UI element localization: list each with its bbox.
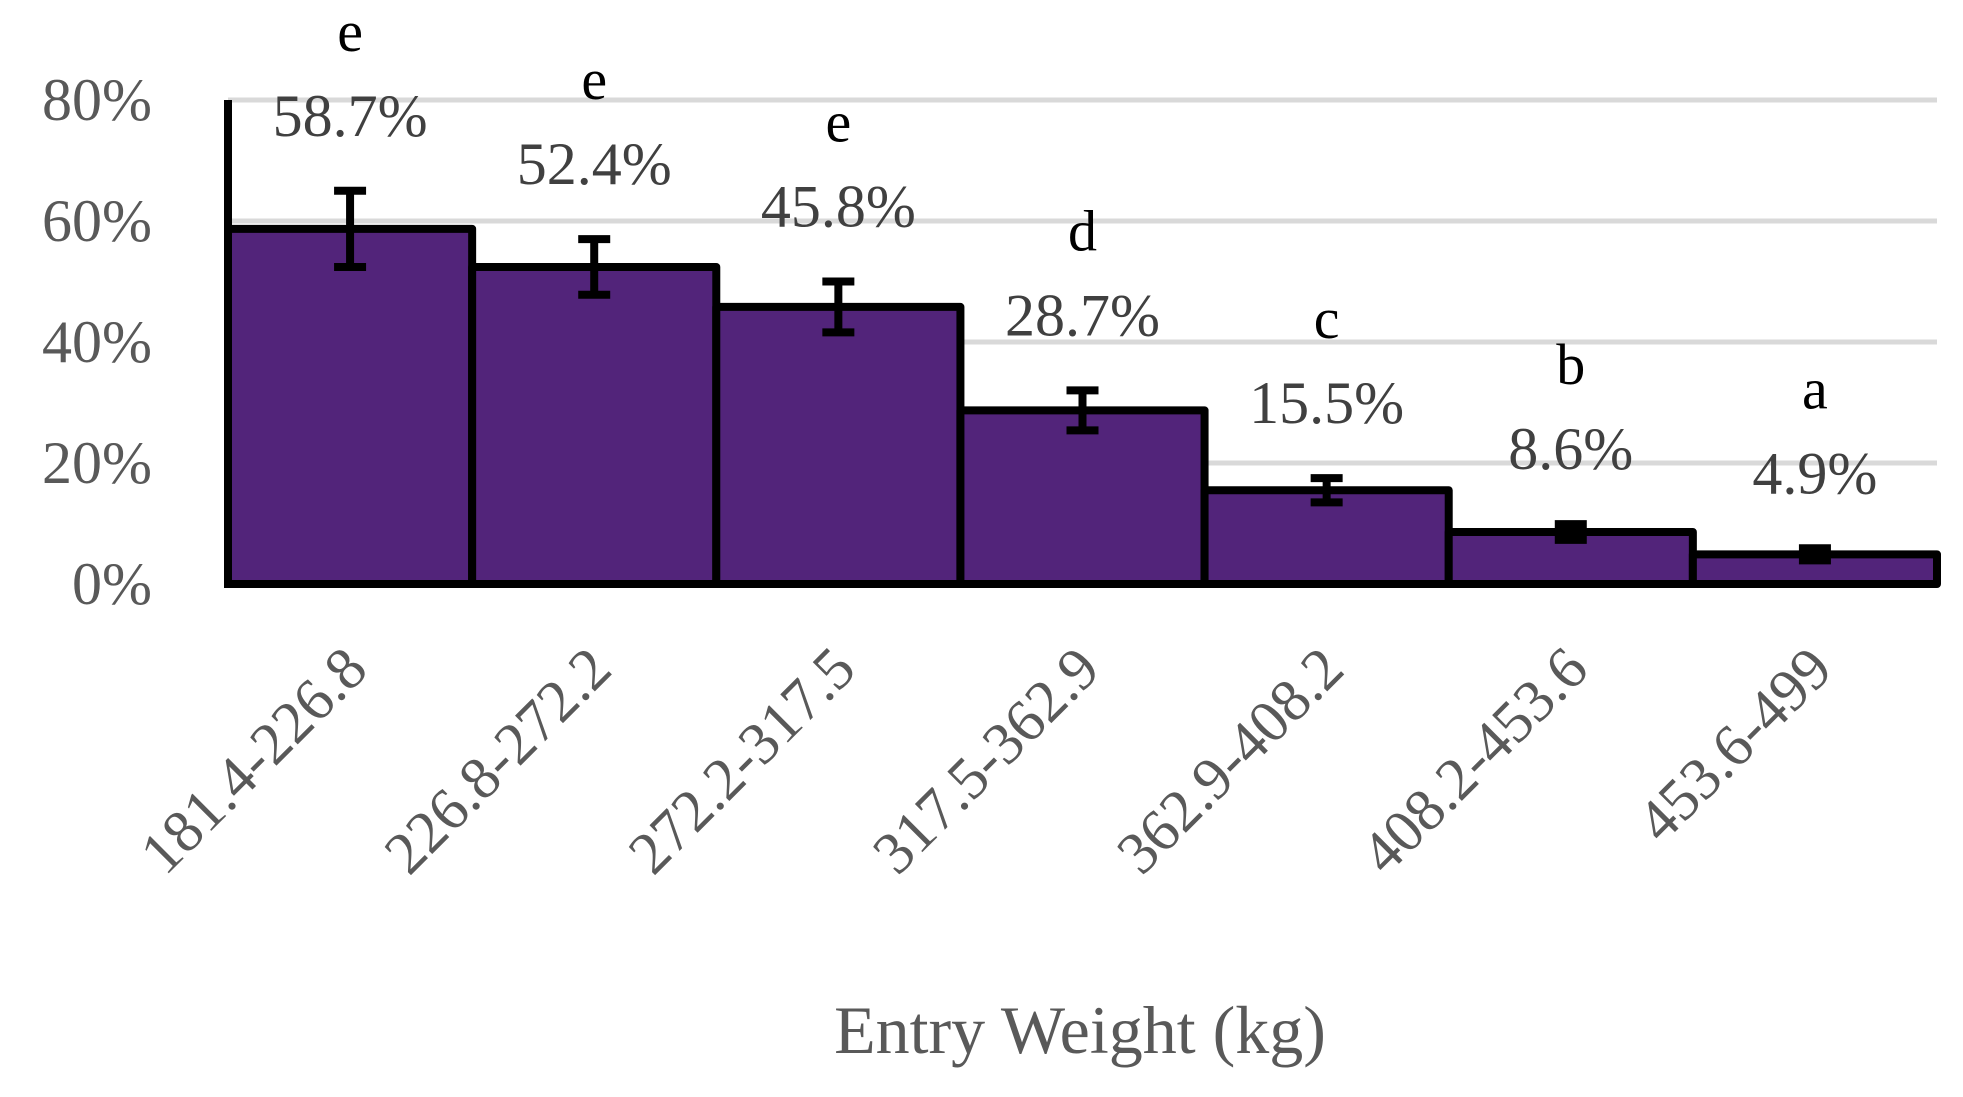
x-tick-label: 362.9-408.2	[1104, 635, 1356, 887]
error-bars	[334, 186, 1831, 565]
bar	[468, 262, 721, 588]
data-label: 58.7%	[273, 83, 428, 149]
x-tick-label: 453.6-499	[1624, 635, 1844, 855]
x-tick-label: 181.4-226.8	[128, 635, 380, 887]
x-axis-title: Entry Weight (kg)	[834, 992, 1326, 1068]
y-tick-label: 60%	[42, 188, 152, 254]
y-tick-label: 20%	[42, 430, 152, 496]
data-label: 15.5%	[1249, 370, 1404, 436]
significance-letter: e	[581, 47, 607, 112]
significance-letter: d	[1068, 198, 1097, 263]
y-axis-ticks: 0% 20% 40% 60% 80%	[42, 67, 152, 617]
x-tick-label: 272.2-317.5	[616, 635, 868, 887]
x-tick-label: 317.5-362.9	[860, 635, 1112, 887]
significance-letter: a	[1802, 356, 1828, 421]
data-label: 28.7%	[1005, 282, 1160, 348]
x-axis-ticks: 181.4-226.8226.8-272.2272.2-317.5317.5-3…	[128, 635, 1845, 887]
y-tick-label: 40%	[42, 309, 152, 375]
x-tick-label: 226.8-272.2	[372, 635, 624, 887]
bar	[712, 302, 965, 588]
significance-letter: e	[825, 90, 851, 155]
axes	[224, 100, 1937, 588]
significance-letter: e	[337, 0, 363, 64]
x-tick-label: 408.2-453.6	[1348, 635, 1600, 887]
data-labels: 58.7% e 52.4% e 45.8% e 28.7% d 15.5% c 8.6% b 4.9% a	[273, 0, 1878, 506]
significance-letter: b	[1556, 332, 1585, 397]
data-label: 8.6%	[1508, 416, 1633, 482]
bar	[224, 224, 477, 589]
bar	[956, 406, 1209, 588]
y-tick-label: 80%	[42, 67, 152, 133]
y-tick-label: 0%	[72, 551, 152, 617]
significance-letter: c	[1314, 286, 1340, 351]
data-label: 45.8%	[761, 174, 916, 240]
data-label: 52.4%	[517, 131, 672, 197]
data-label: 4.9%	[1752, 440, 1877, 506]
